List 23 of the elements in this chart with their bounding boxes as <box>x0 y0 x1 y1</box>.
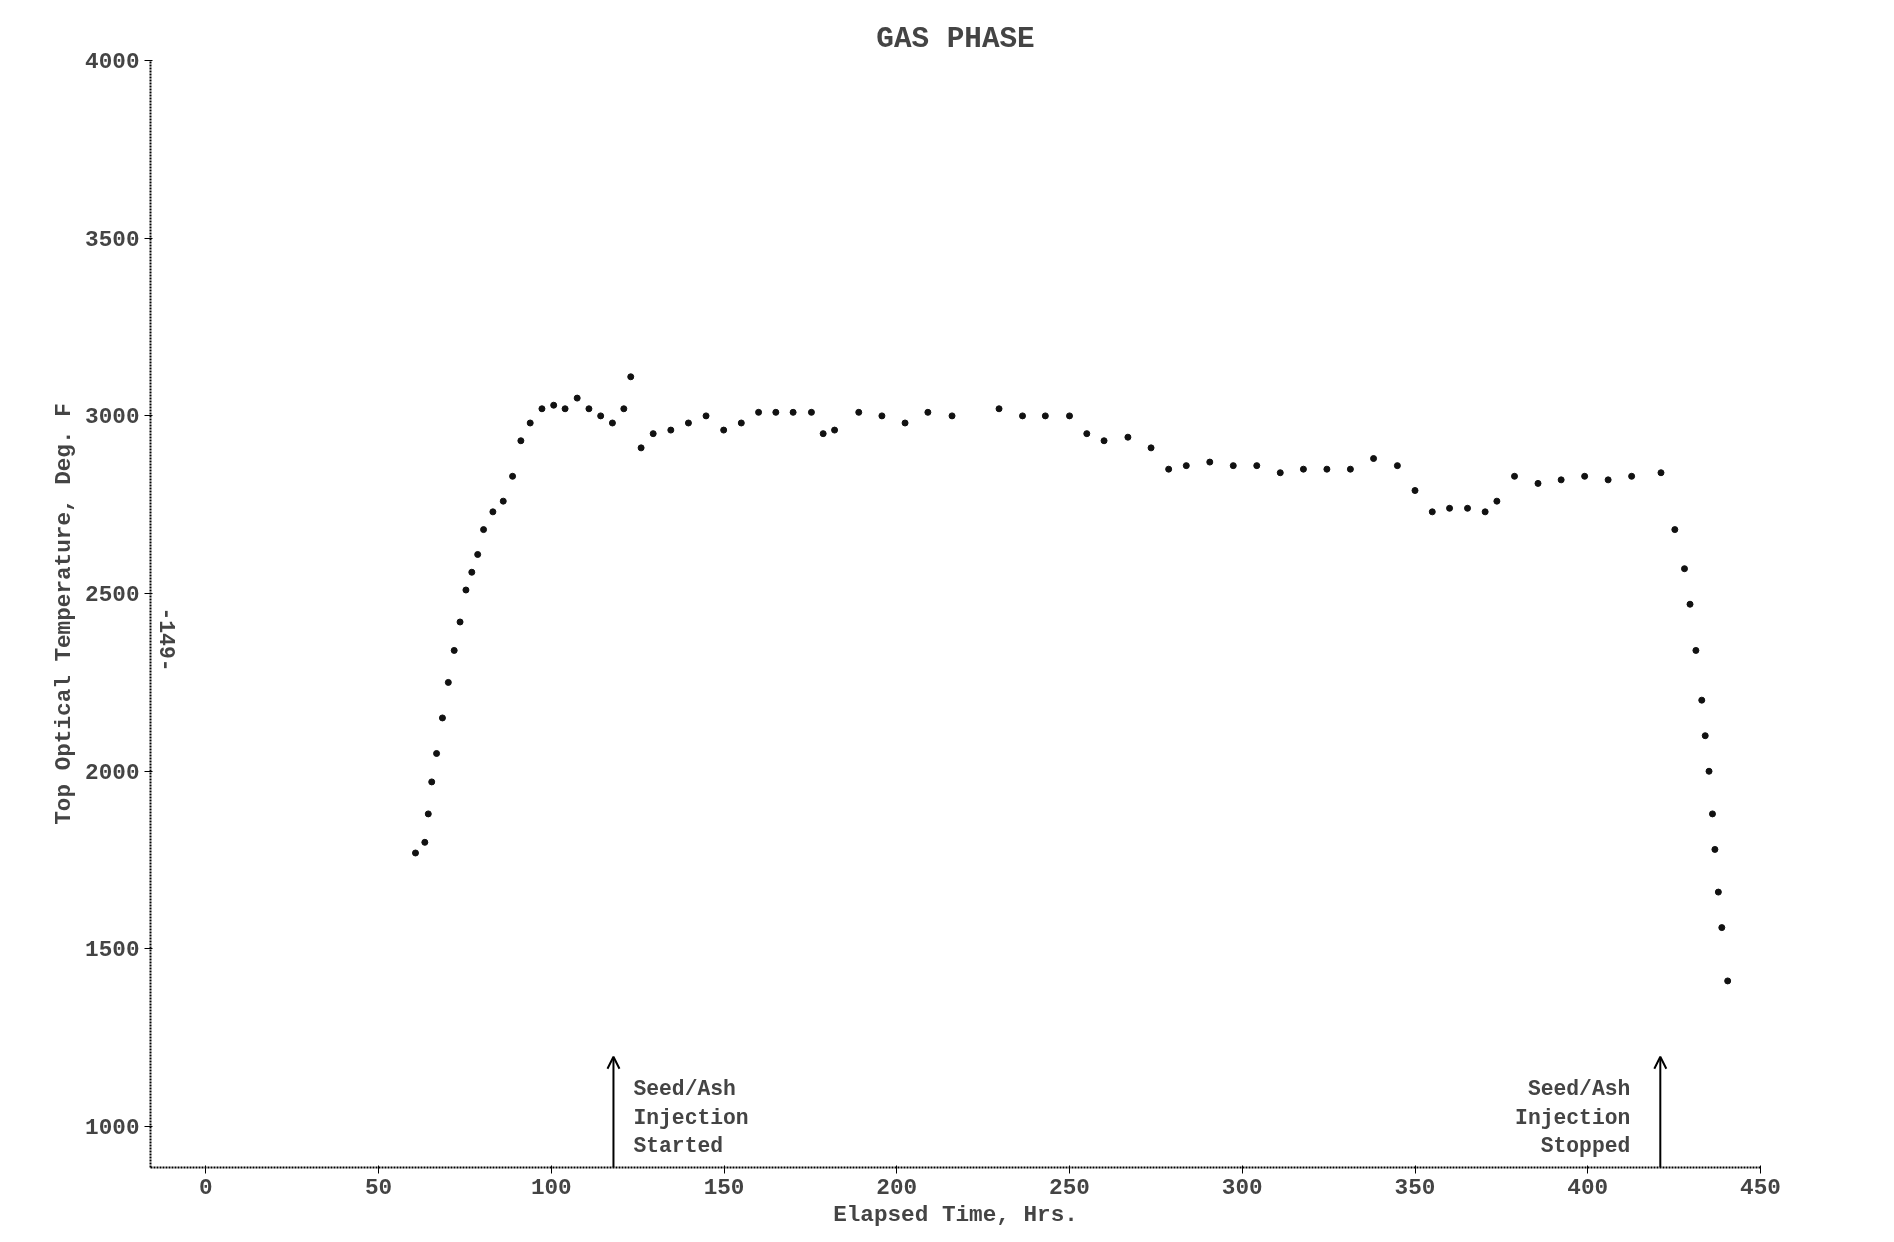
y-tick-label: 1000 <box>85 1115 140 1142</box>
ref-line-label: Seed/Ash Injection Stopped <box>1515 1076 1631 1159</box>
y-tick-label: 4000 <box>85 49 140 75</box>
x-tick-label: 50 <box>364 1174 393 1201</box>
y-tick-label: 2500 <box>85 582 140 609</box>
x-tick-label: 350 <box>1394 1174 1436 1201</box>
y-tick-label: 3500 <box>85 226 140 253</box>
y-tick-label: 2000 <box>85 759 140 786</box>
x-tick-label: 200 <box>876 1174 918 1201</box>
x-tick-label: 100 <box>530 1174 572 1201</box>
x-tick-label: 400 <box>1567 1174 1609 1201</box>
x-axis-title: Elapsed Time, Hrs. <box>833 1201 1078 1228</box>
ref-line-label: Seed/Ash Injection Started <box>633 1076 749 1159</box>
y-tick-label: 3000 <box>85 404 140 431</box>
annotation: -149- <box>154 607 179 672</box>
y-tick-label: 1500 <box>85 937 140 964</box>
x-tick-label: 150 <box>703 1174 745 1201</box>
x-tick-label: 450 <box>1740 1174 1781 1201</box>
x-tick-label: 250 <box>1049 1174 1090 1201</box>
x-tick-label: 300 <box>1221 1174 1263 1201</box>
y-axis-title: Top Optical Temperature, Deg. F <box>51 403 78 825</box>
x-tick-label: 0 <box>198 1174 213 1201</box>
chart-title: GAS PHASE <box>876 22 1035 56</box>
